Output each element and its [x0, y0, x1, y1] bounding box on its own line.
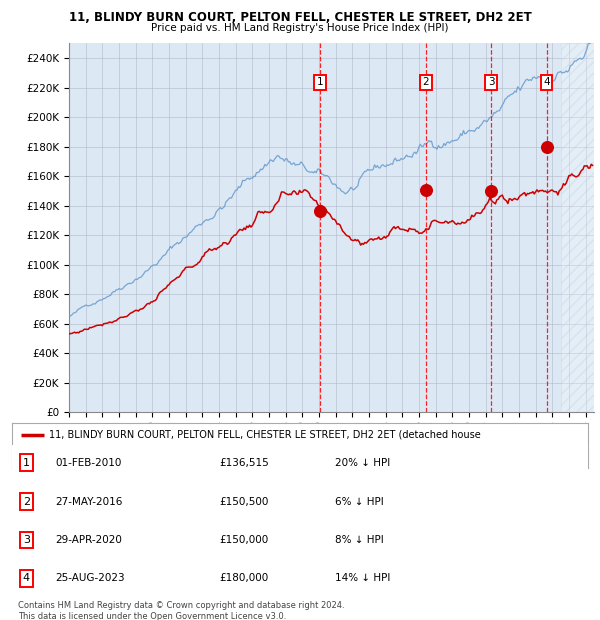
- Text: 29-APR-2020: 29-APR-2020: [55, 535, 122, 545]
- Bar: [560, 43, 600, 412]
- Point: [316, 206, 325, 216]
- Text: 11, BLINDY BURN COURT, PELTON FELL, CHESTER LE STREET, DH2 2ET: 11, BLINDY BURN COURT, PELTON FELL, CHES…: [68, 11, 532, 24]
- Text: 20% ↓ HPI: 20% ↓ HPI: [335, 458, 390, 467]
- Text: 1: 1: [23, 458, 30, 467]
- Text: Price paid vs. HM Land Registry's House Price Index (HPI): Price paid vs. HM Land Registry's House …: [151, 23, 449, 33]
- Text: £150,000: £150,000: [220, 535, 269, 545]
- Text: 4: 4: [23, 574, 30, 583]
- Text: £150,500: £150,500: [220, 497, 269, 507]
- Text: 27-MAY-2016: 27-MAY-2016: [55, 497, 122, 507]
- Point: [487, 186, 496, 196]
- Point: [542, 142, 551, 152]
- Text: 3: 3: [23, 535, 30, 545]
- Text: 14% ↓ HPI: 14% ↓ HPI: [335, 574, 390, 583]
- Text: 8% ↓ HPI: 8% ↓ HPI: [335, 535, 383, 545]
- Point: [421, 185, 431, 195]
- Text: HPI: Average price, detached house, County Durham: HPI: Average price, detached house, Coun…: [49, 451, 308, 461]
- Text: 6% ↓ HPI: 6% ↓ HPI: [335, 497, 383, 507]
- Text: 11, BLINDY BURN COURT, PELTON FELL, CHESTER LE STREET, DH2 2ET (detached house: 11, BLINDY BURN COURT, PELTON FELL, CHES…: [49, 430, 481, 440]
- Text: Contains HM Land Registry data © Crown copyright and database right 2024.
This d: Contains HM Land Registry data © Crown c…: [18, 601, 344, 620]
- Text: 2: 2: [23, 497, 30, 507]
- Text: 1: 1: [317, 77, 323, 87]
- Text: 2: 2: [422, 77, 429, 87]
- Text: 3: 3: [488, 77, 494, 87]
- Text: 01-FEB-2010: 01-FEB-2010: [55, 458, 122, 467]
- Text: 4: 4: [543, 77, 550, 87]
- Text: £180,000: £180,000: [220, 574, 269, 583]
- Text: 25-AUG-2023: 25-AUG-2023: [55, 574, 125, 583]
- Text: £136,515: £136,515: [220, 458, 269, 467]
